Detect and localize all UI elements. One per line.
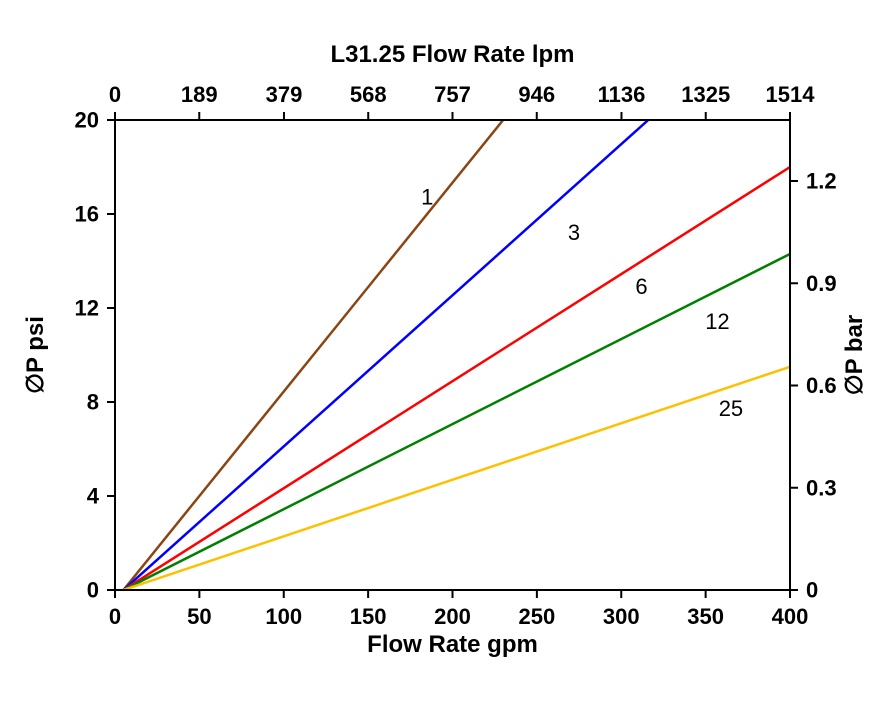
x-bottom-tick-label: 50 <box>187 604 211 629</box>
x-bottom-tick-label: 400 <box>772 604 809 629</box>
x-top-tick-label: 379 <box>266 82 303 107</box>
y-left-axis-title: ∅P psi <box>22 316 49 394</box>
x-top-tick-label: 0 <box>109 82 121 107</box>
y-right-axis-title: ∅P bar <box>841 315 868 396</box>
y-left-tick-label: 16 <box>75 202 99 227</box>
chart-container: 050100150200250300350400Flow Rate gpm018… <box>0 0 886 702</box>
x-bottom-tick-label: 150 <box>350 604 387 629</box>
flow-rate-chart: 050100150200250300350400Flow Rate gpm018… <box>0 0 886 702</box>
x-bottom-tick-label: 350 <box>687 604 724 629</box>
series-label-12: 12 <box>705 309 729 334</box>
series-label-3: 3 <box>568 220 580 245</box>
y-right-tick-label: 0.3 <box>806 475 837 500</box>
x-top-tick-label: 1514 <box>766 82 816 107</box>
x-bottom-tick-label: 300 <box>603 604 640 629</box>
series-label-1: 1 <box>421 185 433 210</box>
y-right-tick-label: 0.6 <box>806 373 837 398</box>
y-left-tick-label: 20 <box>75 108 99 133</box>
chart-top-title: L31.25 Flow Rate lpm <box>330 41 574 68</box>
series-label-6: 6 <box>635 274 647 299</box>
y-right-tick-label: 0.9 <box>806 271 837 296</box>
y-left-tick-label: 8 <box>87 390 99 415</box>
x-top-tick-label: 1325 <box>681 82 730 107</box>
x-bottom-tick-label: 200 <box>434 604 471 629</box>
x-top-tick-label: 568 <box>350 82 387 107</box>
x-top-tick-label: 1136 <box>598 82 646 107</box>
series-label-25: 25 <box>719 396 743 421</box>
x-bottom-axis-title: Flow Rate gpm <box>367 631 538 658</box>
y-left-tick-label: 0 <box>87 578 99 603</box>
y-right-tick-label: 1.2 <box>806 169 837 194</box>
x-top-tick-label: 189 <box>181 82 218 107</box>
x-bottom-tick-label: 0 <box>109 604 121 629</box>
y-left-tick-label: 12 <box>75 296 99 321</box>
x-top-tick-label: 757 <box>434 82 471 107</box>
x-bottom-tick-label: 100 <box>265 604 302 629</box>
y-left-tick-label: 4 <box>87 484 100 509</box>
x-bottom-tick-label: 250 <box>519 604 556 629</box>
y-right-tick-label: 0 <box>806 578 818 603</box>
x-top-tick-label: 946 <box>518 82 555 107</box>
